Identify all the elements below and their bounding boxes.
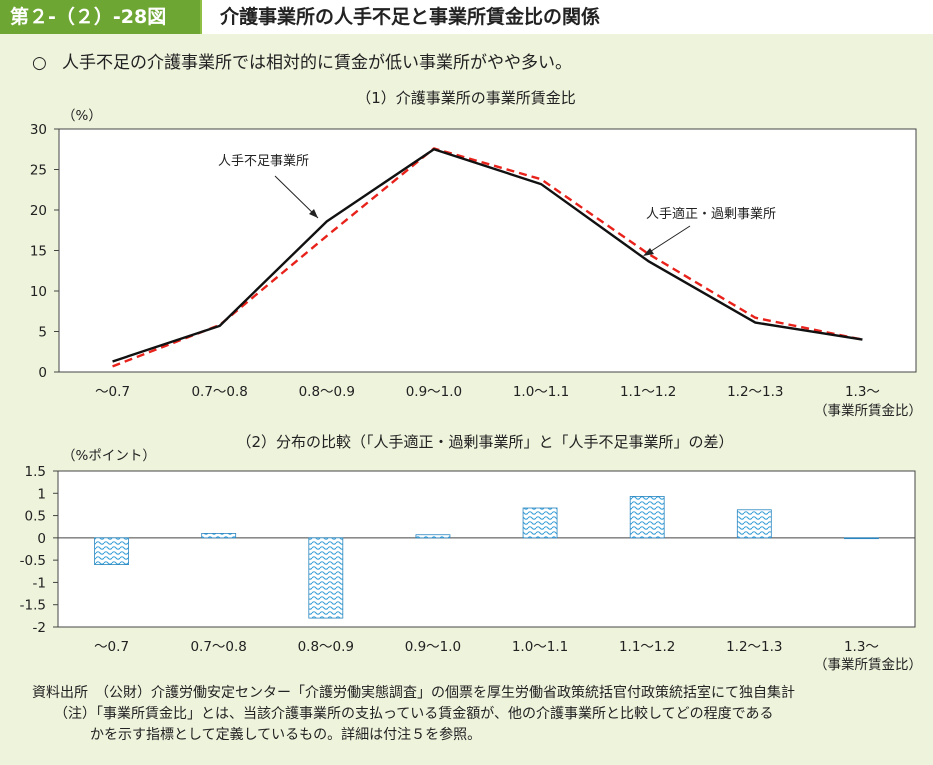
difference-bar: [844, 537, 879, 540]
annotation-understaffed-arrowhead: [309, 209, 318, 218]
annotation-adequate-arrowhead: [643, 248, 654, 256]
chart1-xlabel: （事業所賃金比）: [814, 403, 922, 419]
annotation-understaffed: 人手不足事業所: [218, 153, 309, 169]
chart2-xtick-label: ～0.7: [94, 639, 129, 655]
chart2-title: （2）分布の比較（「人手適正・過剰事業所」と「人手不足事業所」の差）: [236, 433, 733, 451]
chart1-xtick-label: 0.8～0.9: [299, 384, 355, 400]
series-line-adequate: [112, 147, 863, 368]
summary: ○ 人手不足の介護事業所では相対的に賃金が低い事業所がやや多い。: [32, 48, 572, 73]
chart2-xtick-label: 0.7～0.8: [190, 639, 246, 655]
chart2-xlabel: （事業所賃金比）: [814, 657, 922, 673]
chart2-plot-area: [57, 470, 916, 628]
chart1-xtick-label: 1.0～1.1: [513, 384, 569, 400]
chart1-ytick-label: 30: [30, 122, 47, 138]
difference-bar: [308, 537, 344, 619]
chart2-ytick-label: 1.5: [25, 464, 46, 480]
annotation-adequate: 人手適正・過剰事業所: [646, 206, 776, 222]
annotation-adequate-arrow: [644, 225, 691, 256]
chart2-ytick-label: 0.5: [25, 509, 46, 525]
chart2-xtick-label: 1.0～1.1: [512, 639, 568, 655]
chart2-ytick-label: -0.5: [20, 553, 46, 569]
difference-bar: [736, 509, 772, 539]
chart1-ytick-label: 5: [38, 325, 47, 341]
source-note: 資料出所 （公財）介護労働安定センター「介護労働実態調査」の個票を厚生労働省政策…: [32, 685, 795, 701]
difference-bar: [415, 534, 451, 539]
chart1-xtick-label: 1.3～: [845, 384, 880, 400]
chart1-ytick-label: 20: [30, 203, 47, 219]
figure-number: 第２-（２）-28図: [0, 0, 200, 34]
chart1-ytick-label: 0: [38, 365, 47, 381]
chart2-ytick-label: -2: [33, 620, 46, 636]
chart2-ytick-label: -1.5: [20, 598, 46, 614]
difference-bar: [94, 537, 129, 565]
chart1-ytick-label: 15: [30, 244, 47, 260]
chart1-xtick-label: 0.9～1.0: [406, 384, 462, 400]
note-line-2: かを示す指標として定義しているもの。詳細は付注５を参照。: [90, 727, 482, 743]
chart1-xtick-label: ～0.7: [95, 384, 130, 400]
summary-bullet: ○: [32, 53, 47, 73]
chart2-xtick-label: 0.8～0.9: [298, 639, 354, 655]
figure-title: 介護事業所の人手不足と事業所賃金比の関係: [202, 0, 933, 34]
figure-header: 第２-（２）-28図 介護事業所の人手不足と事業所賃金比の関係: [0, 0, 933, 34]
chart2-ytick-label: 0: [37, 531, 46, 547]
chart1-ytick-label: 25: [30, 163, 47, 179]
difference-bar: [201, 533, 237, 539]
chart1-ylabel: （%）: [62, 108, 102, 124]
chart2-xtick-label: 1.1～1.2: [619, 639, 675, 655]
chart2-xtick-label: 0.9～1.0: [405, 639, 461, 655]
difference-bar: [629, 496, 665, 539]
chart1-title: （1）介護事業所の事業所賃金比: [356, 89, 576, 107]
chart1-xtick-label: 1.2～1.3: [727, 384, 783, 400]
chart2-ylabel: （%ポイント）: [62, 448, 156, 464]
notes: 資料出所 （公財）介護労働安定センター「介護労働実態調査」の個票を厚生労働省政策…: [32, 683, 922, 746]
series-line-understaffed: [112, 148, 863, 363]
difference-bar: [522, 507, 558, 539]
chart2-ytick-label: 1: [37, 486, 46, 502]
chart1-xtick-label: 0.7～0.8: [191, 384, 247, 400]
chart1-xtick-label: 1.1～1.2: [620, 384, 676, 400]
note-line-1: （注）「事業所賃金比」とは、当該介護事業所の支払っている賃金額が、他の介護事業所…: [54, 706, 774, 722]
chart1-ytick-label: 10: [30, 284, 47, 300]
summary-text: 人手不足の介護事業所では相対的に賃金が低い事業所がやや多い。: [62, 53, 572, 73]
chart2-xtick-label: 1.3～: [844, 639, 879, 655]
chart2-ytick-label: -1: [33, 575, 46, 591]
chart2-xtick-label: 1.2～1.3: [726, 639, 782, 655]
annotation-understaffed-arrow: [274, 175, 319, 219]
